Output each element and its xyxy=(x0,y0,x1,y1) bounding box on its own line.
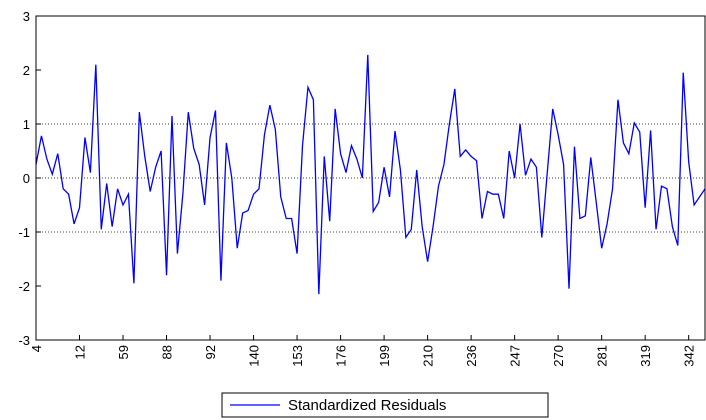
x-tick-label: 153 xyxy=(290,345,305,367)
x-tick-label: 236 xyxy=(464,345,479,367)
x-tick-label: 281 xyxy=(595,345,610,367)
x-tick-label: 92 xyxy=(203,345,218,359)
x-tick-label: 199 xyxy=(377,345,392,367)
x-tick-label: 140 xyxy=(247,345,262,367)
legend-label: Standardized Residuals xyxy=(288,397,446,414)
y-tick-label: -2 xyxy=(18,279,30,294)
y-tick-label: 1 xyxy=(23,117,30,132)
x-tick-label: 319 xyxy=(638,345,653,367)
y-tick-label: -3 xyxy=(18,333,30,348)
x-tick-label: 12 xyxy=(73,345,88,359)
y-tick-label: 3 xyxy=(23,9,30,24)
x-tick-label: 342 xyxy=(682,345,697,367)
x-tick-label: 270 xyxy=(551,345,566,367)
x-tick-label: 4 xyxy=(29,345,44,352)
x-tick-label: 59 xyxy=(116,345,131,359)
plot-frame xyxy=(35,15,706,341)
y-tick-label: -1 xyxy=(18,225,30,240)
y-tick-label: 2 xyxy=(23,63,30,78)
x-tick-label: 176 xyxy=(334,345,349,367)
x-tick-label: 88 xyxy=(160,345,175,359)
x-tick-label: 247 xyxy=(508,345,523,367)
x-tick-label: 210 xyxy=(421,345,436,367)
y-tick-label: 0 xyxy=(23,171,30,186)
series-line xyxy=(35,54,706,295)
